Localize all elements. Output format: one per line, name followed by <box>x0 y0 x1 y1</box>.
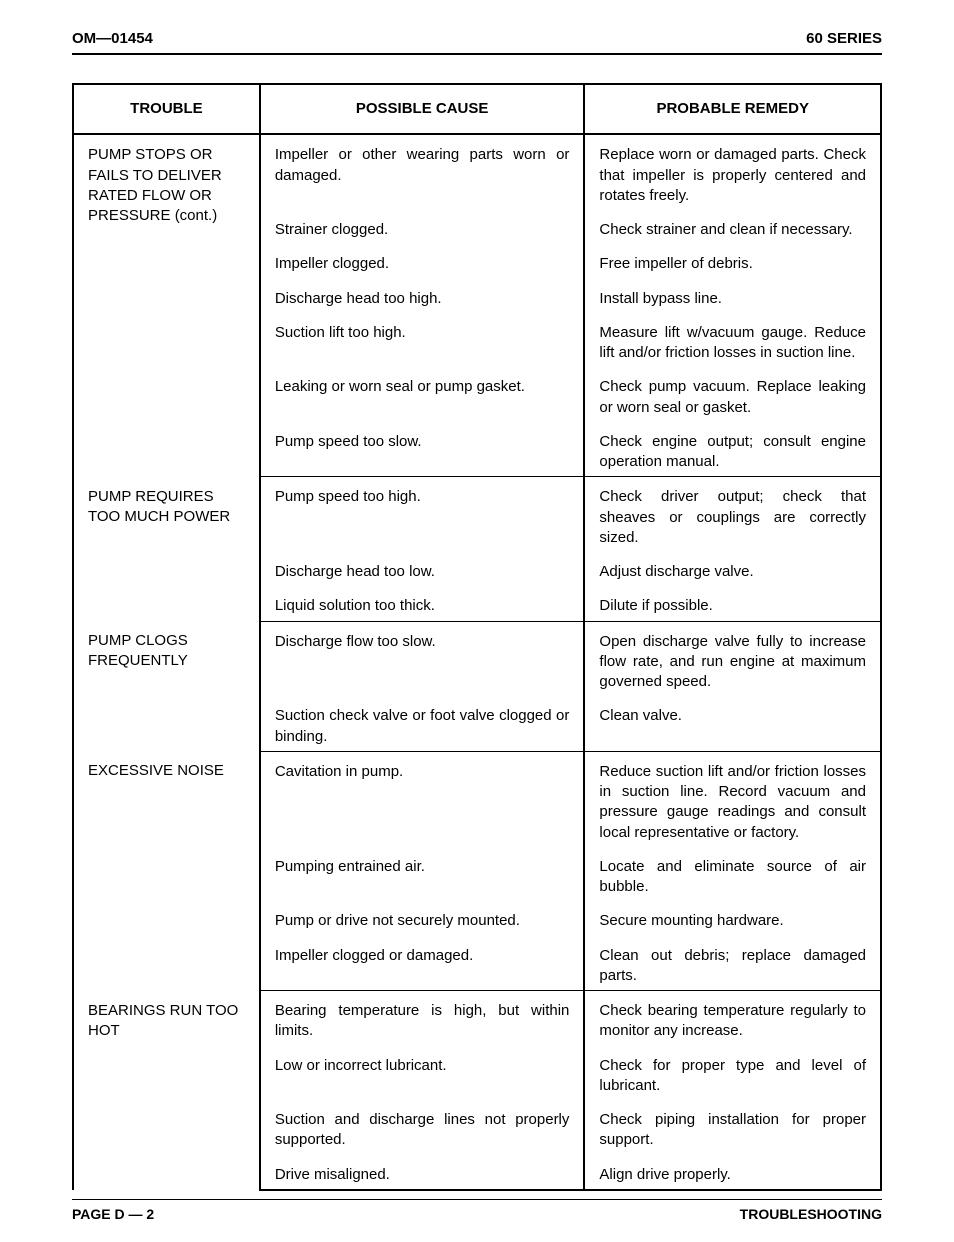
header-right: 60 SERIES <box>806 30 882 47</box>
remedy-cell: Clean valve. <box>584 696 881 751</box>
remedy-cell: Check engine output; consult engine oper… <box>584 422 881 477</box>
table-row: BEARINGS RUN TOO HOTBearing temperature … <box>73 991 881 1046</box>
remedy-cell: Dilute if possible. <box>584 586 881 621</box>
cause-cell: Pump speed too high. <box>260 477 585 552</box>
table-row: PUMP CLOGS FREQUENTLYDischarge flow too … <box>73 621 881 696</box>
table-row: PUMP STOPS OR FAILS TO DELIVER RATED FLO… <box>73 134 881 210</box>
trouble-cell: PUMP REQUIRES TOO MUCH POWER <box>73 477 260 621</box>
cause-cell: Suction and discharge lines not properly… <box>260 1100 585 1155</box>
header-left: OM—01454 <box>72 30 153 47</box>
remedy-cell: Free impeller of debris. <box>584 244 881 278</box>
remedy-cell: Align drive properly. <box>584 1155 881 1190</box>
cause-cell: Pumping entrained air. <box>260 847 585 902</box>
remedy-cell: Measure lift w/vacuum gauge. Reduce lift… <box>584 313 881 368</box>
col-header-trouble: TROUBLE <box>73 84 260 134</box>
remedy-cell: Reduce suction lift and/or friction loss… <box>584 751 881 847</box>
cause-cell: Discharge head too low. <box>260 552 585 586</box>
trouble-cell: BEARINGS RUN TOO HOT <box>73 991 260 1190</box>
remedy-cell: Check for proper type and level of lubri… <box>584 1046 881 1101</box>
cause-cell: Impeller clogged or damaged. <box>260 936 585 991</box>
remedy-cell: Open discharge valve fully to increase f… <box>584 621 881 696</box>
remedy-cell: Secure mounting hardware. <box>584 901 881 935</box>
cause-cell: Impeller or other wearing parts worn or … <box>260 134 585 210</box>
troubleshooting-table: TROUBLE POSSIBLE CAUSE PROBABLE REMEDY P… <box>72 83 882 1191</box>
footer-left: PAGE D — 2 <box>72 1206 154 1222</box>
remedy-cell: Adjust discharge valve. <box>584 552 881 586</box>
remedy-cell: Check strainer and clean if necessary. <box>584 210 881 244</box>
table-row: PUMP REQUIRES TOO MUCH POWERPump speed t… <box>73 477 881 552</box>
remedy-cell: Check driver output; check that sheaves … <box>584 477 881 552</box>
cause-cell: Liquid solution too thick. <box>260 586 585 621</box>
remedy-cell: Locate and eliminate source of air bubbl… <box>584 847 881 902</box>
trouble-cell: EXCESSIVE NOISE <box>73 751 260 990</box>
remedy-cell: Clean out debris; replace damaged parts. <box>584 936 881 991</box>
cause-cell: Discharge head too high. <box>260 279 585 313</box>
manual-page: OM—01454 60 SERIES TROUBLE POSSIBLE CAUS… <box>0 0 954 1242</box>
remedy-cell: Check bearing temperature regularly to m… <box>584 991 881 1046</box>
cause-cell: Drive misaligned. <box>260 1155 585 1190</box>
trouble-cell: PUMP STOPS OR FAILS TO DELIVER RATED FLO… <box>73 134 260 477</box>
cause-cell: Pump or drive not securely mounted. <box>260 901 585 935</box>
remedy-cell: Install bypass line. <box>584 279 881 313</box>
cause-cell: Impeller clogged. <box>260 244 585 278</box>
cause-cell: Cavitation in pump. <box>260 751 585 847</box>
cause-cell: Pump speed too slow. <box>260 422 585 477</box>
cause-cell: Suction check valve or foot valve clogge… <box>260 696 585 751</box>
remedy-cell: Check pump vacuum. Replace leaking or wo… <box>584 367 881 422</box>
remedy-cell: Replace worn or damaged parts. Check tha… <box>584 134 881 210</box>
footer-right: TROUBLESHOOTING <box>740 1206 882 1222</box>
table-row: EXCESSIVE NOISECavitation in pump.Reduce… <box>73 751 881 847</box>
remedy-cell: Check piping installation for proper sup… <box>584 1100 881 1155</box>
col-header-remedy: PROBABLE REMEDY <box>584 84 881 134</box>
cause-cell: Low or incorrect lubricant. <box>260 1046 585 1101</box>
page-header: OM—01454 60 SERIES <box>72 30 882 55</box>
trouble-cell: PUMP CLOGS FREQUENTLY <box>73 621 260 751</box>
col-header-cause: POSSIBLE CAUSE <box>260 84 585 134</box>
cause-cell: Suction lift too high. <box>260 313 585 368</box>
table-header-row: TROUBLE POSSIBLE CAUSE PROBABLE REMEDY <box>73 84 881 134</box>
cause-cell: Strainer clogged. <box>260 210 585 244</box>
cause-cell: Discharge flow too slow. <box>260 621 585 696</box>
cause-cell: Leaking or worn seal or pump gasket. <box>260 367 585 422</box>
cause-cell: Bearing temperature is high, but within … <box>260 991 585 1046</box>
page-footer: PAGE D — 2 TROUBLESHOOTING <box>72 1199 882 1222</box>
